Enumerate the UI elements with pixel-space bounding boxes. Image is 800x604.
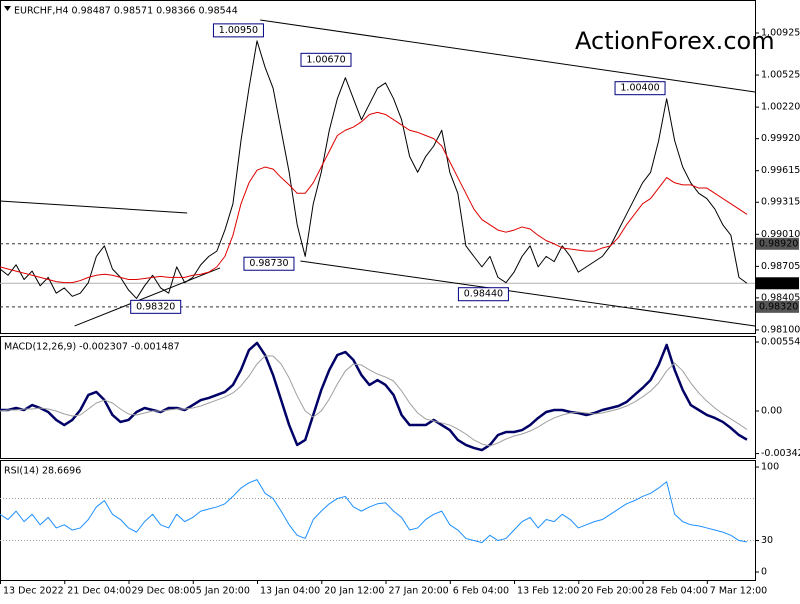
trendline (0, 200, 188, 214)
watermark: ActionForex.com (575, 27, 775, 55)
annotation-label: 1.00670 (306, 54, 345, 65)
y-tick-label: 0.99315 (761, 197, 800, 208)
x-tick-label: 20 Feb 20:00 (581, 586, 643, 597)
panel-title: EURCHF,H4 0.98487 0.98571 0.98366 0.9854… (14, 6, 238, 17)
x-tick-label: 7 Mar 12:00 (710, 586, 767, 597)
x-tick-label: 28 Feb 04:00 (646, 586, 708, 597)
panel-frame (0, 336, 756, 459)
x-tick-label: 29 Dec 08:00 (132, 586, 196, 597)
series-line (0, 341, 748, 452)
x-tick-label: 20 Jan 12:00 (324, 586, 384, 597)
annotation-box (300, 52, 352, 67)
y-tick-label: 0.98705 (761, 261, 800, 272)
x-tick-label: 13 Jan 04:00 (260, 586, 320, 597)
x-tick-label: 5 Jan 20:00 (196, 586, 250, 597)
y-tick-label: 0.98405 (761, 292, 800, 303)
symbol-icon (4, 6, 11, 11)
trendline (300, 260, 756, 327)
x-tick-label: 27 Jan 20:00 (389, 586, 449, 597)
annotation-label: 0.98320 (136, 301, 175, 312)
y-tick-label: 0.98100 (761, 324, 800, 335)
level-label-box (756, 237, 799, 250)
series-line (0, 111, 748, 284)
annotation-label: 0.98440 (464, 289, 503, 300)
y-tick-label: 0.99615 (761, 165, 800, 176)
annotation-box (212, 23, 264, 38)
y-tick-label: 1.00925 (761, 28, 800, 39)
level-label: 0.98920 (759, 238, 798, 249)
annotation-label: 1.00950 (219, 25, 258, 36)
annotation-box (130, 299, 182, 314)
series-line (0, 40, 748, 299)
annotation-box (457, 287, 509, 302)
y-tick-label: -0.003423 (761, 448, 800, 459)
annotation-box (243, 256, 295, 271)
level-label: 0.98320 (759, 301, 798, 312)
y-tick-label: 0.00 (761, 405, 782, 416)
level-label: 0.98544 (759, 278, 798, 289)
y-tick-label: 30 (761, 535, 773, 546)
annotation-label: 0.98730 (249, 258, 288, 269)
y-tick-label: 1.00525 (761, 70, 800, 81)
level-label-box (756, 300, 799, 313)
trendline (260, 19, 756, 93)
trendline (74, 267, 221, 327)
y-tick-label: 1.00220 (761, 102, 800, 113)
x-tick-label: 6 Feb 04:00 (453, 586, 509, 597)
x-tick-label: 13 Feb 12:00 (517, 586, 579, 597)
panel-title: MACD(12,26,9) -0.002307 -0.001487 (4, 342, 180, 353)
series-line (0, 355, 748, 447)
x-tick-label: 21 Dec 04:00 (67, 586, 131, 597)
annotation-label: 1.00400 (620, 83, 659, 94)
panel-title: RSI(14) 28.6696 (4, 466, 81, 477)
y-tick-label: 0.99920 (761, 133, 800, 144)
y-tick-label: 100 (761, 462, 779, 473)
panel-frame (0, 460, 756, 581)
y-tick-label: 0.005546 (761, 336, 800, 347)
level-label-box (756, 277, 799, 290)
series-line (0, 479, 748, 544)
x-tick-label: 13 Dec 2022 (3, 586, 64, 597)
y-tick-label: 0.99010 (761, 229, 800, 240)
y-tick-label: 0 (761, 567, 767, 578)
annotation-box (614, 81, 666, 96)
panel-frame (0, 0, 756, 334)
